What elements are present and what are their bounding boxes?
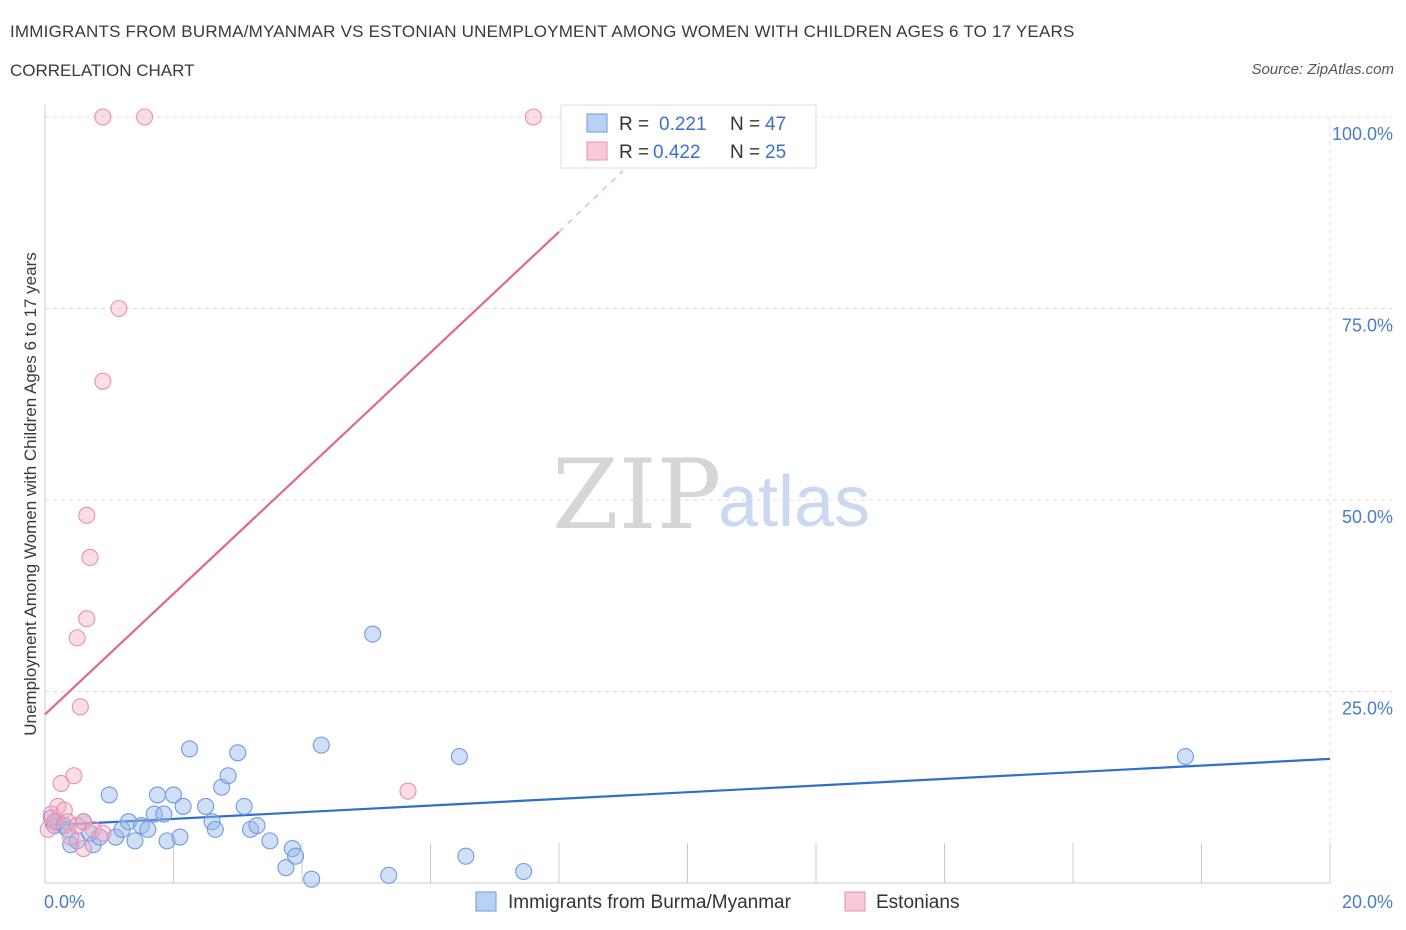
trend-lines <box>44 170 1331 827</box>
blue-point <box>100 786 118 804</box>
blue-point <box>206 820 224 838</box>
blue-point <box>155 805 173 823</box>
blue-point <box>248 816 266 835</box>
y-axis-label: Unemployment Among Women with Children A… <box>21 252 40 736</box>
series-legend-label-pink: Estonians <box>876 892 959 913</box>
series-legend-swatch-blue <box>475 891 497 912</box>
blue-point <box>164 786 183 804</box>
blue-point <box>277 859 295 877</box>
watermark-atlas: atlas <box>718 462 870 542</box>
trend-line-pink <box>44 231 560 716</box>
pink-point <box>65 767 83 785</box>
pink-point <box>94 108 112 126</box>
blue-point <box>303 870 321 888</box>
blue-point <box>158 832 176 850</box>
x-tick-label-max: 20.0% <box>1342 892 1393 912</box>
source-label: Source: ZipAtlas.com <box>1251 61 1394 78</box>
y-tick-label: 75.0% <box>1342 316 1393 336</box>
pink-point <box>524 108 542 126</box>
pink-point <box>71 698 89 716</box>
pink-point <box>75 839 93 858</box>
pink-point <box>78 506 96 524</box>
trend-line-pink-extension <box>558 170 624 233</box>
chart-subtitle: CORRELATION CHART <box>10 61 195 80</box>
data-points <box>39 108 1194 888</box>
blue-point <box>261 832 279 850</box>
pink-point <box>94 824 112 842</box>
axes <box>44 105 1331 884</box>
pink-point <box>110 299 128 318</box>
pink-point <box>52 774 70 792</box>
blue-point <box>126 832 144 850</box>
legend-swatch-pink <box>586 141 608 161</box>
gridlines <box>45 116 1392 883</box>
blue-point <box>515 862 533 881</box>
blue-point <box>139 820 157 838</box>
blue-point <box>450 748 468 766</box>
legend-r-label-blue: R = <box>619 114 649 135</box>
blue-point <box>174 797 192 815</box>
pink-point <box>81 548 99 567</box>
legend-r-label-pink: R = <box>619 142 649 163</box>
blue-point <box>229 744 247 762</box>
blue-point <box>457 847 475 865</box>
blue-point <box>287 847 305 865</box>
y-tick-label: 50.0% <box>1342 507 1393 527</box>
blue-point <box>148 786 166 804</box>
legend-swatch-blue <box>586 113 608 133</box>
x-tick-label-min: 0.0% <box>44 892 85 912</box>
chart-title: IMMIGRANTS FROM BURMA/MYANMAR VS ESTONIA… <box>10 22 1075 41</box>
pink-point <box>78 610 96 628</box>
pink-point <box>94 372 112 390</box>
blue-point <box>1176 748 1194 766</box>
pink-point <box>68 629 86 647</box>
series-legend-swatch-pink <box>844 891 866 912</box>
blue-point <box>219 767 237 785</box>
legend-r-value-blue: 0.221 <box>659 114 707 135</box>
pink-point <box>399 782 417 800</box>
blue-point <box>119 813 138 831</box>
y-tick-label: 100.0% <box>1332 124 1393 144</box>
legend-n-label-blue: N = <box>730 114 760 135</box>
series-legend: Immigrants from Burma/Myanmar Estonians <box>475 891 959 913</box>
blue-point <box>364 625 382 643</box>
pink-point <box>136 108 154 126</box>
legend-r-value-pink: 0.422 <box>653 142 701 163</box>
pink-point <box>84 820 102 838</box>
blue-point <box>145 805 163 823</box>
blue-point <box>181 740 199 758</box>
y-tick-label: 25.0% <box>1342 699 1393 719</box>
legend-n-label-pink: N = <box>730 142 760 163</box>
blue-point <box>235 797 253 815</box>
blue-point <box>197 797 215 815</box>
legend-n-value-pink: 25 <box>765 142 786 163</box>
blue-point <box>312 736 330 754</box>
watermark-zip: ZIP <box>552 439 721 551</box>
stats-legend: R = 0.221 N = 47 R = 0.422 N = 25 <box>560 104 817 169</box>
legend-n-value-blue: 47 <box>765 114 786 135</box>
blue-point <box>380 866 398 884</box>
y-tick-labels: 25.0% 50.0% 75.0% 100.0% <box>1332 124 1393 719</box>
series-legend-label-blue: Immigrants from Burma/Myanmar <box>508 892 792 913</box>
trend-line-blue <box>44 757 1331 827</box>
blue-point <box>171 828 189 846</box>
